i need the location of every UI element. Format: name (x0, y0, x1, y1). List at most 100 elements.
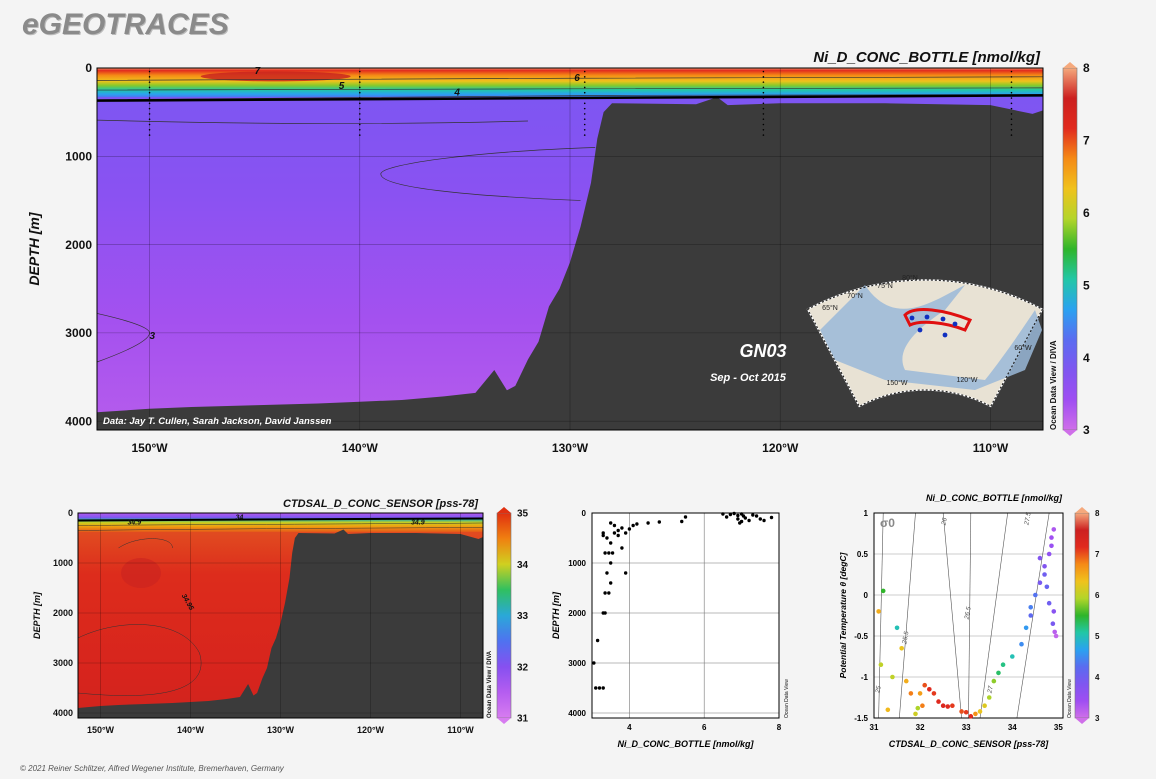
profile-point (594, 686, 598, 690)
main-colorbar-tick: 5 (1083, 278, 1090, 292)
salinity-colorbar-tick: 32 (517, 662, 529, 673)
ts-point (936, 699, 941, 704)
ts-xlabel: CTDSAL_D_CONC_SENSOR [pss-78] (889, 739, 1050, 749)
main-sample-dot (583, 86, 586, 89)
salinity-colorbar-tick: 31 (517, 714, 529, 725)
main-sample-dot (358, 86, 361, 89)
salinity-colorbar-tick: 35 (517, 509, 529, 520)
main-sample-dot (1010, 102, 1013, 105)
ts-point (1051, 609, 1057, 614)
main-section-hotspot (200, 71, 351, 82)
ts-point (945, 704, 951, 709)
main-sample-dot (1010, 129, 1013, 131)
ts-isopycnal-label: 27.5 (1023, 512, 1032, 527)
inset-map-cruise-track (903, 308, 973, 332)
profile-ylabel: DEPTH [m] (551, 591, 561, 639)
inset-map-station (909, 315, 915, 321)
main-sample-dot (358, 97, 361, 99)
main-sample-dot (148, 86, 151, 89)
profile-point (601, 533, 605, 538)
ts-colorbar-bar (1074, 512, 1090, 719)
ts-isopycnal (899, 512, 916, 719)
profile-point (657, 520, 662, 524)
ts-point (1033, 592, 1038, 598)
main-colorbar-tick: 8 (1083, 61, 1090, 75)
salinity-section-ytick: 2000 (53, 608, 73, 618)
main-sample-dot (1010, 118, 1013, 121)
profile-point (747, 518, 751, 523)
profile-point (605, 536, 609, 540)
main-sample-dot (1010, 134, 1013, 136)
main-sample-dot (148, 118, 151, 121)
main-section: 150°W 140°W 130°W 120°W 110°W 0 1000 2000 3000 40… (26, 49, 1058, 455)
main-sample-dot (148, 123, 151, 126)
main-sample-dot (583, 102, 586, 105)
ts-ytick: 1 (864, 509, 869, 518)
salinity-section: 150°W 140°W 130°W 120°W 110°W 0 1000 2000 3000 40… (32, 498, 493, 735)
profile-point (620, 526, 624, 530)
ts-isopycnal-label: 25.5 (901, 630, 910, 645)
ts-point (1052, 629, 1058, 635)
ts-point (950, 703, 955, 708)
ts-colorbar-tick: 8 (1095, 509, 1100, 518)
profile-point (609, 581, 613, 585)
ts-point (982, 703, 987, 708)
profile-frame (591, 512, 780, 719)
main-sample-dot (148, 70, 151, 73)
profile-point (623, 571, 628, 575)
salinity-colorbar: 35 34 33 32 31 (496, 507, 529, 725)
ts-isopycnal (968, 512, 972, 719)
inset-map-border (806, 279, 1044, 408)
salinity-section-surface-layer (78, 513, 483, 532)
salinity-section-xtick: 130°W (267, 725, 295, 735)
main-sample-dot (358, 76, 361, 78)
profile-point (592, 661, 596, 665)
main-colorbar-tick: 7 (1083, 134, 1090, 148)
main-section-ytick: 3000 (65, 326, 92, 340)
ts-sigma-label: σ0 (880, 516, 895, 530)
ts-colorbar-tick: 3 (1095, 714, 1100, 723)
data-credit: Data: Jay T. Cullen, Sarah Jackson, Davi… (103, 416, 332, 427)
salinity-section-ytick: 3000 (53, 658, 73, 668)
main-section-contour-5 (96, 119, 528, 124)
salinity-side-label: Ocean Data View / DIVA (487, 650, 493, 718)
ts-point (1037, 555, 1043, 561)
salinity-contour-34 (77, 517, 484, 522)
main-section-ytick: 2000 (65, 238, 92, 252)
profile-point (610, 551, 615, 555)
ts-ytick: 0 (864, 591, 869, 600)
main-sample-dot (762, 91, 765, 94)
ts-point (899, 646, 904, 651)
main-contour-label: 3 (150, 331, 156, 342)
profile-point (635, 522, 639, 526)
profile-xlabel: Ni_D_CONC_BOTTLE [nmol/kg] (617, 739, 754, 749)
ts-ytick: -1.5 (854, 714, 868, 723)
main-section-frame (96, 67, 1044, 431)
main-sample-dot (358, 113, 361, 115)
odv-side-label: Ocean Data View / DIVA (1049, 340, 1058, 430)
profile-point (616, 533, 620, 538)
profile-point (732, 511, 736, 516)
section-name: GN03 (739, 341, 786, 361)
profile-xtick: 6 (702, 723, 707, 732)
profile-point (724, 515, 729, 519)
salinity-section-hotspot (121, 558, 161, 588)
ts-point (885, 707, 891, 713)
main-sample-dot (148, 134, 151, 136)
ts-point (973, 711, 978, 717)
profile-point (627, 527, 632, 531)
ts-isopycnal-label: 26.5 (963, 606, 972, 621)
main-sample-dot (762, 81, 765, 83)
main-sample-dot (762, 76, 765, 78)
profile-point (601, 686, 605, 690)
profile-point (603, 591, 607, 595)
ts-colorbar-tick: 6 (1095, 591, 1100, 600)
ts-point (1053, 633, 1059, 639)
inset-map-label: 150°W (886, 379, 907, 387)
ts-point (922, 682, 928, 688)
main-contour-label: 4 (453, 87, 460, 98)
salinity-section-ylabel: DEPTH [m] (32, 591, 42, 639)
salinity-colorbar-top-cap (497, 507, 511, 513)
profile-point (646, 521, 650, 525)
main-section-ytick: 1000 (65, 149, 92, 163)
